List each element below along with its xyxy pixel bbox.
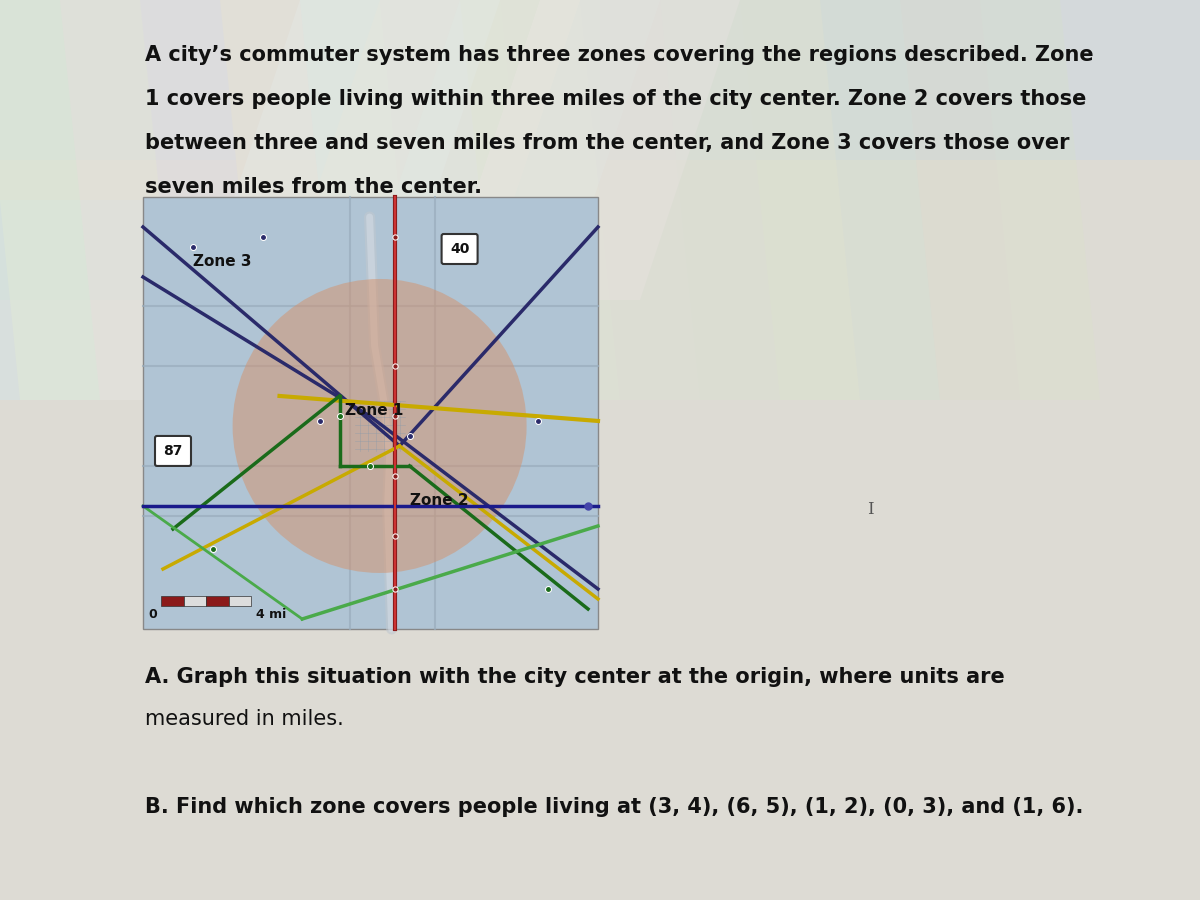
Polygon shape xyxy=(140,0,780,400)
Polygon shape xyxy=(60,0,700,400)
Text: 1 covers people living within three miles of the city center. Zone 2 covers thos: 1 covers people living within three mile… xyxy=(145,89,1086,109)
FancyBboxPatch shape xyxy=(155,436,191,466)
Polygon shape xyxy=(440,0,740,300)
Text: Zone 1: Zone 1 xyxy=(344,403,403,418)
Text: A. Graph this situation with the city center at the origin, where units are: A. Graph this situation with the city ce… xyxy=(145,667,1004,687)
Polygon shape xyxy=(280,0,580,300)
Polygon shape xyxy=(0,0,620,400)
Bar xyxy=(143,197,598,629)
Text: B. Find which zone covers people living at (3, 4), (6, 5), (1, 2), (0, 3), and (: B. Find which zone covers people living … xyxy=(145,797,1084,817)
Polygon shape xyxy=(220,0,860,400)
Text: A city’s commuter system has three zones covering the regions described. Zone: A city’s commuter system has three zones… xyxy=(145,45,1093,65)
Text: 4 mi: 4 mi xyxy=(256,608,287,622)
Text: 40: 40 xyxy=(450,242,469,256)
Bar xyxy=(184,596,206,606)
Text: 0: 0 xyxy=(149,608,157,622)
Polygon shape xyxy=(460,0,1100,400)
Text: measured in miles.: measured in miles. xyxy=(145,709,343,729)
Bar xyxy=(228,596,251,606)
Bar xyxy=(206,596,228,606)
Bar xyxy=(0,0,400,200)
Bar xyxy=(161,596,184,606)
Circle shape xyxy=(233,279,527,573)
Text: seven miles from the center.: seven miles from the center. xyxy=(145,177,482,197)
Polygon shape xyxy=(0,0,540,400)
Polygon shape xyxy=(300,0,940,400)
Text: 87: 87 xyxy=(163,444,182,458)
Bar xyxy=(0,0,600,300)
Text: I: I xyxy=(866,501,874,518)
Text: Zone 2: Zone 2 xyxy=(409,493,468,508)
Polygon shape xyxy=(200,0,500,300)
Text: Zone 3: Zone 3 xyxy=(193,255,252,269)
Polygon shape xyxy=(380,0,1020,400)
Text: between three and seven miles from the center, and Zone 3 covers those over: between three and seven miles from the c… xyxy=(145,133,1069,153)
Bar xyxy=(0,0,1200,160)
Polygon shape xyxy=(360,0,660,300)
FancyBboxPatch shape xyxy=(442,234,478,264)
